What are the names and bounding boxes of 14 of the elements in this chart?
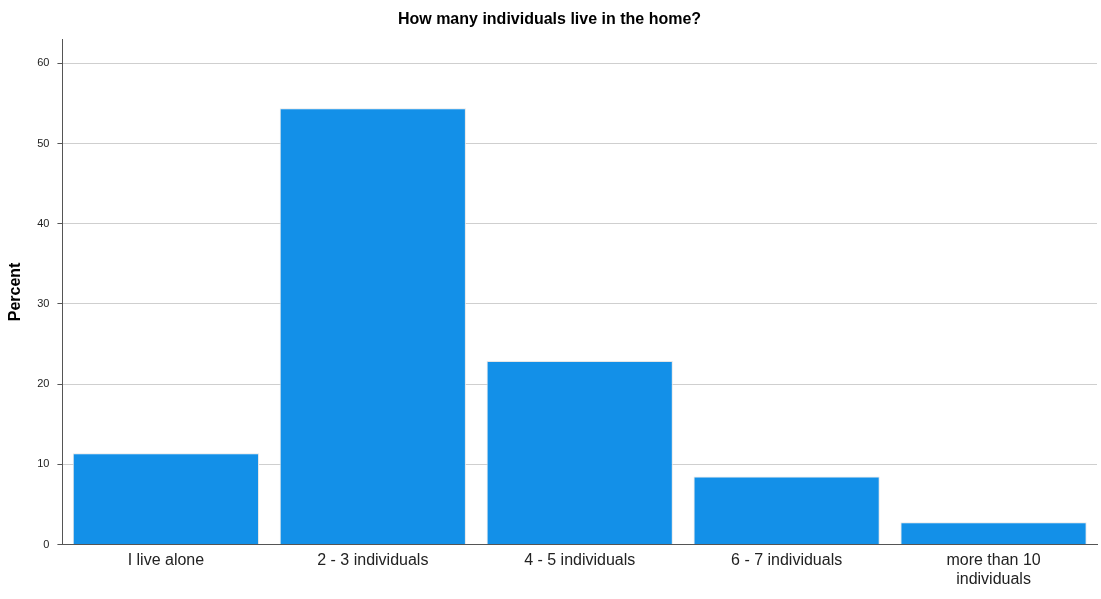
y-tick-label: 10	[37, 457, 50, 470]
y-tick-label: 30	[37, 296, 50, 309]
y-tick-label: 40	[37, 216, 50, 229]
x-tick-label: I live alone	[127, 550, 205, 568]
y-tick-label: 50	[37, 136, 50, 149]
chart-title: How many individuals live in the home?	[397, 10, 702, 28]
x-tick-label: 2 - 3 individuals	[317, 550, 429, 568]
x-tick-label: more than 10 individuals	[946, 550, 1041, 587]
x-tick-label: 4 - 5 individuals	[524, 550, 636, 568]
x-tick-label: 6 - 7 individuals	[731, 550, 843, 568]
y-tick-label: 20	[37, 377, 50, 390]
y-tick-label: 60	[37, 56, 50, 69]
y-axis-title: Percent	[6, 261, 24, 322]
y-tick-label: 0	[43, 537, 50, 550]
